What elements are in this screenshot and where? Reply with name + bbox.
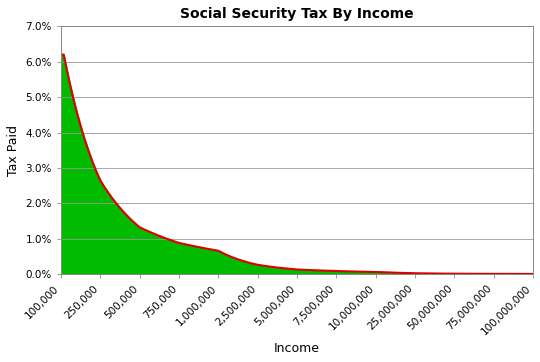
Y-axis label: Tax Paid: Tax Paid — [7, 125, 20, 176]
X-axis label: Income: Income — [274, 342, 320, 355]
Title: Social Security Tax By Income: Social Security Tax By Income — [180, 7, 414, 21]
